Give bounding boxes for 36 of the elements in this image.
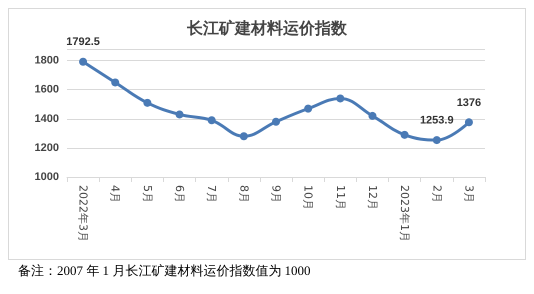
point xyxy=(336,94,344,102)
point xyxy=(368,112,376,120)
x-tick-label: 8月 xyxy=(237,185,250,203)
x-tick-label: 2月 xyxy=(430,185,444,203)
text: 备注：2007 年 1 月长江矿建材料运价指数值为 1000 xyxy=(18,262,312,280)
x-tick-label: 10月 xyxy=(302,185,315,210)
chart-title: 长江矿建材料运价指数 xyxy=(186,18,348,38)
x-tick-label: 7月 xyxy=(205,185,218,203)
y-tick-label: 1600 xyxy=(34,84,59,96)
x-tick-label: 4月 xyxy=(108,185,122,203)
x-tick-label: 6月 xyxy=(173,185,186,203)
point xyxy=(432,136,441,144)
data-label: 1792.5 xyxy=(66,36,100,48)
point xyxy=(464,118,473,126)
data-label: 1376 xyxy=(456,96,482,109)
x-tick-label: 2022年3月 xyxy=(76,185,90,242)
point xyxy=(272,118,280,126)
x-tick-label: 5月 xyxy=(140,185,154,203)
point xyxy=(304,104,312,113)
point xyxy=(111,78,120,86)
y-tick-label: 1200 xyxy=(34,142,59,154)
point xyxy=(240,132,248,140)
y-tick-label: 1800 xyxy=(34,54,59,67)
point xyxy=(79,58,88,66)
point xyxy=(176,110,184,118)
data-label: 1253.9 xyxy=(420,114,454,127)
x-tick-label: 11月 xyxy=(334,185,347,210)
x-tick-label: 3月 xyxy=(462,185,476,203)
x-tick-label: 9月 xyxy=(270,185,282,203)
point xyxy=(143,98,152,107)
y-tick-label: 1000 xyxy=(34,171,59,183)
y-tick-label: 1400 xyxy=(34,112,59,125)
x-tick-label: 12月 xyxy=(366,185,379,210)
x-tick-label: 2023年1月 xyxy=(398,185,412,242)
point xyxy=(208,116,216,124)
point xyxy=(400,130,409,139)
